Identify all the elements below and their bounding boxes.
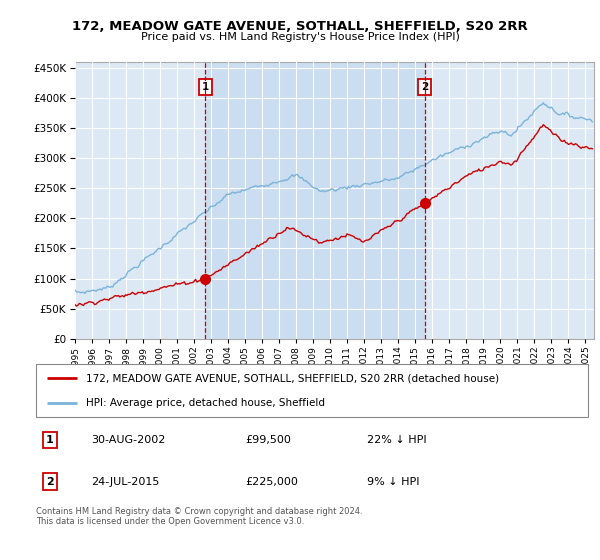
Text: £225,000: £225,000 — [246, 477, 299, 487]
Text: £99,500: £99,500 — [246, 435, 292, 445]
Bar — [205, 62, 425, 339]
Text: 172, MEADOW GATE AVENUE, SOTHALL, SHEFFIELD, S20 2RR (detached house): 172, MEADOW GATE AVENUE, SOTHALL, SHEFFI… — [86, 374, 499, 384]
Text: HPI: Average price, detached house, Sheffield: HPI: Average price, detached house, Shef… — [86, 398, 325, 408]
Text: 24-JUL-2015: 24-JUL-2015 — [91, 477, 160, 487]
Text: Price paid vs. HM Land Registry's House Price Index (HPI): Price paid vs. HM Land Registry's House … — [140, 32, 460, 43]
Text: 9% ↓ HPI: 9% ↓ HPI — [367, 477, 420, 487]
Text: 2: 2 — [421, 82, 428, 92]
FancyBboxPatch shape — [36, 364, 588, 417]
Text: 1: 1 — [202, 82, 209, 92]
Text: 30-AUG-2002: 30-AUG-2002 — [91, 435, 166, 445]
Text: 2: 2 — [46, 477, 53, 487]
Text: 172, MEADOW GATE AVENUE, SOTHALL, SHEFFIELD, S20 2RR: 172, MEADOW GATE AVENUE, SOTHALL, SHEFFI… — [72, 20, 528, 32]
Text: 22% ↓ HPI: 22% ↓ HPI — [367, 435, 427, 445]
Text: Contains HM Land Registry data © Crown copyright and database right 2024.
This d: Contains HM Land Registry data © Crown c… — [36, 507, 362, 526]
Text: 1: 1 — [46, 435, 53, 445]
